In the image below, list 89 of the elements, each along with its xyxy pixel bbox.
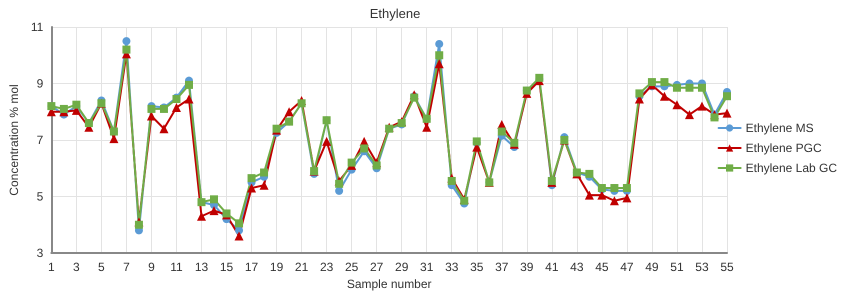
y-tick-label: 7 [36, 133, 44, 147]
point [648, 78, 656, 86]
point [60, 104, 68, 113]
point [372, 161, 381, 170]
x-tick-label: 33 [445, 260, 459, 274]
x-tick-label: 17 [244, 260, 259, 274]
point [723, 92, 731, 100]
point [622, 184, 631, 192]
point [360, 144, 368, 152]
y-tick-label: 5 [36, 190, 44, 204]
x-tick-label: 47 [620, 260, 634, 274]
point [235, 219, 244, 228]
x-tick-label: 31 [420, 260, 434, 274]
point [284, 107, 294, 116]
point [610, 196, 619, 206]
x-tick-label: 7 [123, 260, 130, 274]
point [122, 46, 130, 54]
point [122, 37, 130, 46]
x-tick-label: 53 [695, 260, 709, 274]
legend-label: Ethylene PGC [746, 141, 822, 155]
x-tick-label: 15 [220, 260, 234, 274]
point [672, 84, 681, 92]
legend-label: Ethylene MS [746, 121, 814, 135]
point [210, 195, 218, 204]
x-tick-label: 25 [344, 260, 359, 274]
chart-title: Ethylene [370, 6, 420, 21]
point [498, 128, 506, 136]
y-tick-label: 3 [36, 246, 44, 260]
x-tick-label: 43 [570, 260, 584, 274]
x-tick-label: 13 [194, 260, 208, 274]
x-tick-label: 3 [73, 260, 80, 274]
point [172, 103, 181, 112]
point [184, 80, 193, 89]
x-tick-label: 21 [294, 260, 309, 274]
x-tick-label: 9 [148, 260, 156, 274]
point [322, 136, 332, 146]
x-tick-label: 1 [48, 260, 56, 274]
point [448, 176, 456, 185]
point [234, 232, 244, 241]
x-tick-label: 5 [98, 260, 106, 274]
x-tick-label: 49 [645, 260, 659, 274]
x-axis-title: Sample number [346, 276, 432, 291]
point [610, 184, 618, 192]
y-tick-label: 9 [36, 76, 44, 90]
x-tick-label: 39 [520, 260, 534, 274]
x-tick-label: 23 [320, 260, 334, 274]
x-tick-label: 45 [595, 260, 609, 274]
point [348, 158, 356, 167]
point [622, 193, 632, 202]
x-tick-label: 35 [470, 260, 484, 274]
legend-label: Ethylene Lab GC [746, 161, 838, 175]
point [435, 40, 444, 48]
point [660, 92, 669, 101]
point [422, 122, 432, 132]
x-tick-label: 19 [270, 260, 284, 274]
point [247, 184, 256, 193]
x-tick-label: 29 [395, 260, 409, 274]
point [697, 102, 706, 111]
y-axis-title: Concentration % mol [7, 84, 21, 196]
y-tick-label: 11 [30, 20, 44, 34]
point [698, 84, 706, 92]
point [635, 89, 644, 98]
x-tick-label: 55 [720, 260, 734, 274]
point [685, 84, 694, 92]
point [584, 190, 594, 200]
point [184, 94, 194, 104]
point [260, 168, 268, 176]
point [660, 78, 668, 86]
point [134, 220, 143, 229]
point [197, 212, 206, 221]
point [684, 110, 694, 120]
point [147, 104, 156, 113]
point [159, 124, 168, 134]
x-tick-label: 41 [545, 260, 559, 274]
point [248, 174, 256, 182]
point [710, 113, 718, 122]
point [335, 180, 344, 188]
point [434, 59, 444, 68]
x-tick-label: 27 [370, 260, 384, 274]
x-tick-label: 11 [170, 260, 184, 274]
point [260, 180, 269, 190]
point [585, 170, 594, 178]
point [435, 51, 444, 60]
x-tick-label: 51 [670, 260, 684, 274]
point [722, 108, 732, 118]
point [335, 186, 344, 195]
x-tick-label: 37 [495, 260, 509, 274]
point [210, 206, 219, 216]
point [672, 100, 682, 110]
